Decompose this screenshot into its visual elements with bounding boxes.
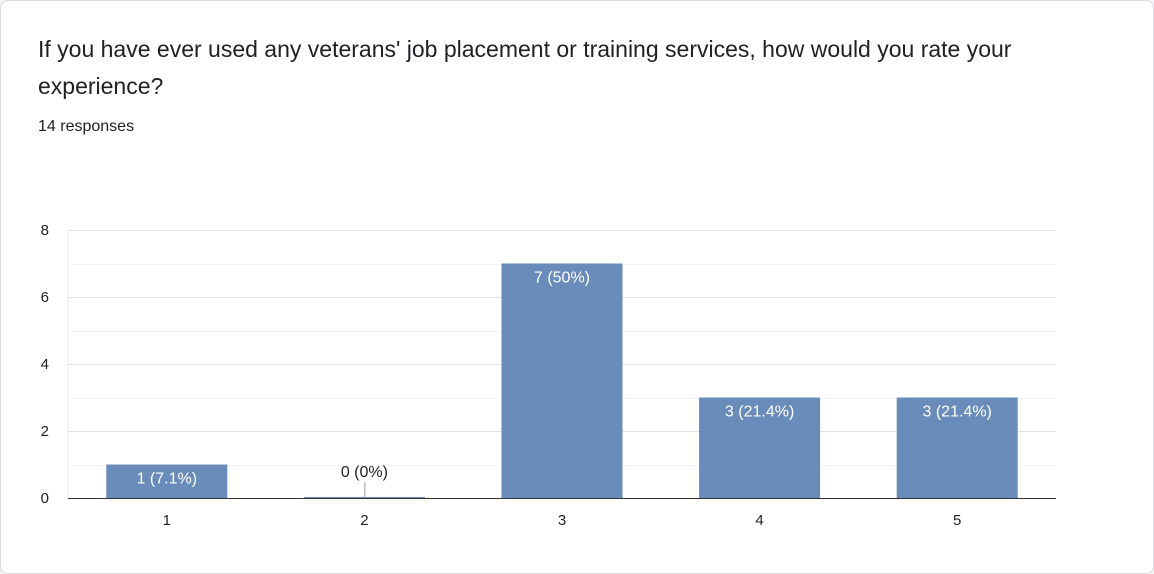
data-label-2: 0 (0%) xyxy=(341,464,388,481)
bar-1 xyxy=(106,464,228,498)
data-label-4: 3 (21.4%) xyxy=(725,404,794,421)
response-count: 14 responses xyxy=(38,118,135,135)
question-title: If you have ever used any veterans' job … xyxy=(38,36,1012,99)
x-axis-ticks: 1 2 3 4 5 xyxy=(68,498,1056,529)
y-tick-label: 6 xyxy=(41,289,49,306)
data-labels: 1 (7.1%) 0 (0%) 7 (50%) 3 (21.4%) 3 (21.4%) xyxy=(137,270,992,488)
data-label-1: 1 (7.1%) xyxy=(137,471,197,488)
y-axis-ticks: 0 2 4 6 8 xyxy=(41,222,49,507)
bar-4 xyxy=(699,397,821,498)
y-tick-label: 2 xyxy=(41,423,49,440)
x-tick-label: 2 xyxy=(360,512,368,529)
bar-3 xyxy=(501,263,623,498)
y-tick-label: 4 xyxy=(41,356,49,373)
bars xyxy=(106,263,1018,498)
data-label-3: 7 (50%) xyxy=(534,270,590,287)
x-tick-label: 3 xyxy=(558,512,566,529)
x-tick-label: 4 xyxy=(755,512,763,529)
y-tick-label: 0 xyxy=(41,490,49,507)
bar-5 xyxy=(896,397,1018,498)
x-tick-label: 1 xyxy=(163,512,171,529)
data-label-5: 3 (21.4%) xyxy=(923,404,992,421)
x-tick-label: 5 xyxy=(953,512,961,529)
y-tick-label: 8 xyxy=(41,222,49,239)
